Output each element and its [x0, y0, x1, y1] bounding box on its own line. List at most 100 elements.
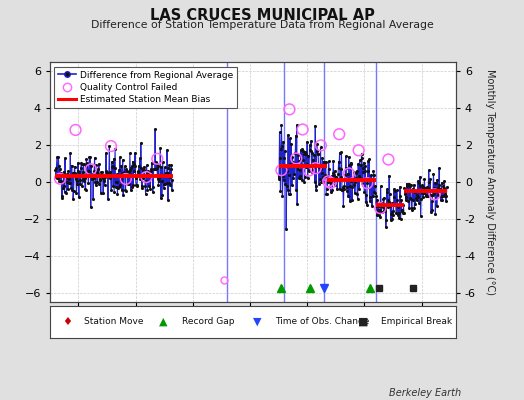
Point — [356, 162, 365, 168]
Point — [363, 202, 371, 208]
Point — [326, 180, 335, 186]
Point — [397, 208, 406, 214]
Point — [300, 151, 308, 157]
Point — [354, 147, 363, 154]
Point — [135, 162, 143, 169]
Point — [341, 172, 350, 179]
Point — [299, 147, 308, 154]
Y-axis label: Monthly Temperature Anomaly Difference (°C): Monthly Temperature Anomaly Difference (… — [485, 69, 496, 295]
Point — [100, 177, 108, 184]
Point — [309, 166, 318, 172]
Point — [298, 176, 306, 183]
Point — [139, 164, 148, 170]
Point — [144, 168, 152, 174]
Point — [90, 168, 99, 174]
Point — [55, 178, 63, 184]
Point — [363, 180, 372, 186]
Point — [127, 164, 136, 171]
Point — [145, 170, 154, 177]
Point — [78, 161, 86, 168]
Point — [398, 208, 407, 214]
Point — [113, 191, 122, 197]
Point — [101, 168, 110, 174]
Point — [353, 191, 362, 197]
Point — [162, 180, 171, 186]
Point — [89, 196, 97, 202]
Point — [366, 198, 374, 204]
Point — [305, 167, 313, 174]
Point — [133, 182, 141, 188]
Point — [102, 150, 110, 156]
Point — [280, 154, 289, 161]
Point — [395, 215, 403, 222]
Point — [400, 210, 408, 216]
Point — [372, 193, 380, 199]
Point — [351, 190, 359, 196]
Point — [350, 169, 358, 175]
Point — [294, 158, 303, 164]
Point — [281, 164, 290, 171]
Point — [88, 176, 96, 182]
Point — [126, 167, 135, 173]
Point — [314, 163, 323, 170]
Point — [357, 176, 365, 182]
Point — [109, 183, 117, 190]
Point — [148, 189, 157, 195]
Point — [435, 165, 443, 171]
Point — [82, 162, 90, 169]
Point — [311, 179, 319, 185]
Point — [157, 164, 166, 170]
Point — [146, 172, 154, 178]
Point — [421, 186, 429, 192]
Point — [393, 197, 401, 203]
Point — [359, 160, 368, 166]
Point — [316, 176, 324, 183]
Point — [293, 201, 301, 207]
Point — [125, 181, 134, 187]
Point — [434, 192, 442, 199]
Point — [277, 167, 286, 174]
Point — [115, 167, 123, 173]
Point — [374, 207, 382, 213]
Point — [442, 192, 451, 199]
Point — [100, 176, 108, 183]
Point — [422, 192, 430, 199]
Point — [416, 173, 424, 180]
Point — [119, 170, 128, 176]
Point — [154, 176, 162, 182]
Point — [92, 178, 100, 185]
Point — [275, 129, 283, 135]
Point — [107, 186, 115, 193]
Point — [429, 188, 437, 194]
Point — [411, 189, 419, 195]
Point — [73, 178, 82, 184]
Point — [386, 211, 395, 218]
Point — [431, 191, 439, 198]
Point — [141, 182, 149, 189]
Point — [418, 190, 426, 196]
Point — [165, 162, 173, 168]
Point — [403, 198, 412, 204]
Point — [439, 193, 447, 199]
Point — [63, 179, 71, 185]
Point — [359, 168, 368, 175]
Point — [106, 173, 115, 179]
Point — [296, 174, 304, 181]
Point — [321, 172, 330, 179]
Point — [370, 172, 378, 178]
Point — [62, 172, 70, 178]
Point — [65, 176, 73, 182]
Point — [375, 203, 383, 209]
Point — [76, 180, 84, 187]
Point — [53, 154, 61, 160]
Point — [59, 184, 67, 191]
Point — [57, 178, 65, 184]
Point — [313, 148, 321, 154]
Point — [384, 156, 392, 163]
Point — [167, 162, 176, 168]
Point — [89, 171, 97, 178]
Point — [80, 178, 88, 184]
Point — [148, 159, 156, 166]
Point — [340, 186, 348, 192]
Point — [296, 173, 304, 179]
